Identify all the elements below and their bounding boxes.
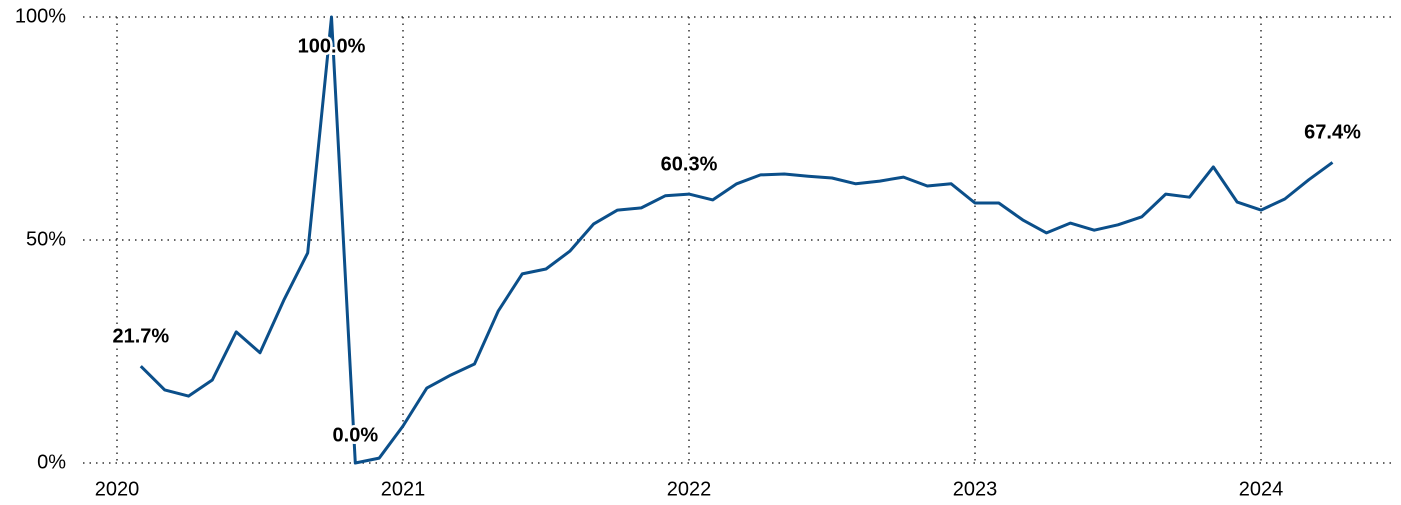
data-label: 100.0%: [298, 35, 366, 57]
data-label: 21.7%: [112, 325, 169, 347]
data-label: 60.3%: [661, 153, 718, 175]
x-tick-label: 2020: [95, 478, 140, 500]
data-label: 0.0%: [333, 424, 379, 446]
data-label: 67.4%: [1304, 122, 1361, 144]
data-line: [139, 15, 1334, 465]
y-tick-label: 100%: [15, 5, 66, 27]
y-tick-label: 0%: [37, 451, 66, 473]
x-tick-label: 2022: [667, 478, 712, 500]
x-tick-label: 2021: [381, 478, 426, 500]
x-tick-label: 2023: [953, 478, 998, 500]
y-tick-label: 50%: [26, 228, 66, 250]
x-tick-label: 2024: [1239, 478, 1284, 500]
